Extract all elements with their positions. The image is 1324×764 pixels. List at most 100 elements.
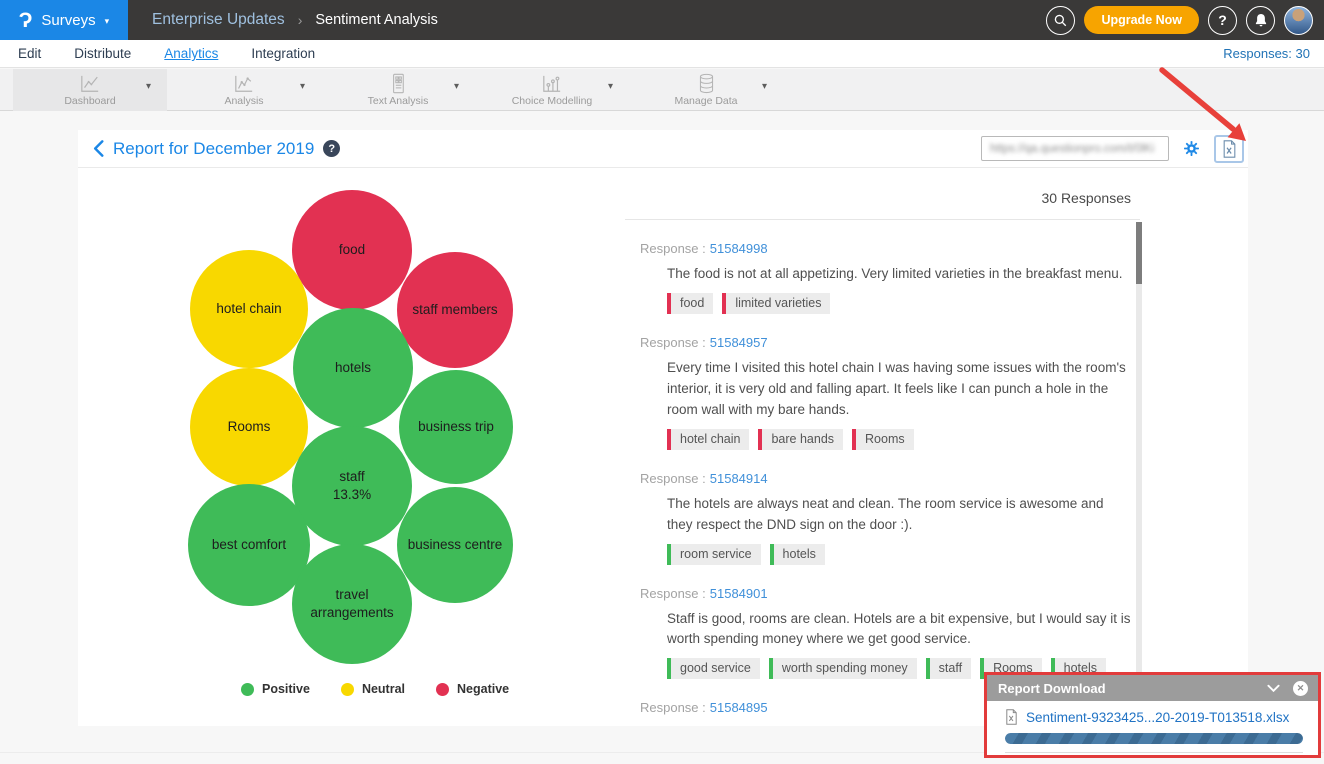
menu-item-integration[interactable]: Integration xyxy=(251,46,316,61)
response-item: Response :51584914 The hotels are always … xyxy=(625,471,1140,565)
response-label: Response :51584895 xyxy=(640,700,768,716)
downloaded-file-name: Sentiment-9323425...20-2019-T013518.xlsx xyxy=(1026,709,1290,725)
sentiment-tag-food: food xyxy=(667,292,714,314)
response-item: Response :51584957 Every time I visited t… xyxy=(625,335,1140,450)
bubble-label: business trip xyxy=(418,418,494,434)
response-id-link[interactable]: 51584914 xyxy=(709,470,768,486)
legend-item-positive[interactable]: Positive xyxy=(241,682,310,696)
bell-icon xyxy=(1255,13,1266,26)
database-icon xyxy=(697,73,716,94)
menu-item-analytics[interactable]: Analytics xyxy=(164,46,219,61)
responses-scrollbar-track[interactable] xyxy=(1136,222,1142,726)
response-id-link[interactable]: 51584901 xyxy=(709,585,768,601)
product-switcher[interactable]: Ɂ Surveys ▾ xyxy=(0,0,128,40)
sentiment-tag-hotel-chain: hotel chain xyxy=(667,428,750,450)
tab-analysis[interactable]: ▾ Analysis xyxy=(167,69,321,111)
breadcrumb-current-page: Sentiment Analysis xyxy=(315,12,438,28)
bubble-label: best comfort xyxy=(211,536,287,552)
response-id-link[interactable]: 51584998 xyxy=(709,241,768,256)
legend-item-neutral[interactable]: Neutral xyxy=(340,682,405,696)
bubble-food[interactable]: food xyxy=(292,190,412,310)
menu-item-distribute[interactable]: Distribute xyxy=(74,46,132,61)
user-avatar[interactable] xyxy=(1284,5,1313,35)
notifications-button[interactable] xyxy=(1246,5,1275,35)
collapse-panel-button[interactable] xyxy=(1267,684,1280,693)
download-progress-bar xyxy=(1005,733,1303,744)
bubble-label: hotels xyxy=(334,359,372,375)
responses-panel: 30 Responses Response :51584998 The food … xyxy=(625,190,1140,715)
menu-item-edit[interactable]: Edit xyxy=(18,46,42,61)
sentiment-tag-room-service: room service xyxy=(667,543,761,565)
chevron-down-icon: ▾ xyxy=(104,15,110,26)
menu-items: Edit Distribute Analytics Integration xyxy=(18,46,348,61)
response-text: Staff is good, rooms are clean. Hotels a… xyxy=(667,610,1131,647)
bubble-label: staff members xyxy=(412,301,498,317)
chevron-down-icon xyxy=(1267,684,1280,692)
page-title: Report for December 2019 xyxy=(113,138,315,158)
bubble-hotels[interactable]: hotels xyxy=(293,308,413,428)
legend-dot-icon xyxy=(340,682,354,696)
legend-item-negative[interactable]: Negative xyxy=(436,682,509,696)
response-tags: room service hotels xyxy=(667,543,1140,565)
bubble-hotel-chain[interactable]: hotel chain xyxy=(190,250,308,368)
response-id-link[interactable]: 51584895 xyxy=(709,700,768,716)
bubble-label: hotel chain xyxy=(216,300,282,316)
tab-label: Manage Data xyxy=(674,95,738,107)
tab-label: Text Analysis xyxy=(367,95,429,107)
tab-dropdown-caret-icon[interactable]: ▾ xyxy=(145,81,151,92)
tab-dropdown-caret-icon[interactable]: ▾ xyxy=(453,81,459,92)
tab-label: Choice Modelling xyxy=(511,95,593,107)
responses-list: Response :51584998 The food is not at all… xyxy=(625,241,1140,715)
back-button[interactable] xyxy=(92,140,105,157)
report-settings-button[interactable] xyxy=(1183,140,1200,157)
share-url-input[interactable]: https://qa.questionpro.com/t/0lKi xyxy=(981,136,1169,161)
choice-modelling-chart-icon xyxy=(541,73,563,94)
response-label: Response :51584998 xyxy=(640,241,768,256)
download-progress-fill xyxy=(1005,733,1303,744)
tab-text-analysis[interactable]: ▾ Text Analysis xyxy=(321,69,475,111)
bubble-best-comfort[interactable]: best comfort xyxy=(188,484,310,606)
divider xyxy=(625,219,1140,220)
bubble-staff[interactable]: staff 13.3% xyxy=(292,426,412,546)
breadcrumb-survey-name[interactable]: Enterprise Updates xyxy=(152,11,285,28)
upgrade-now-button[interactable]: Upgrade Now xyxy=(1084,6,1199,34)
help-button[interactable]: ? xyxy=(1208,5,1237,35)
search-button[interactable] xyxy=(1046,5,1076,35)
chart-legend: Positive Neutral Negative xyxy=(241,682,509,696)
sentiment-bubble-chart: food hotel chain staff members hotels Rooms b… xyxy=(78,168,700,726)
tab-choice-modelling[interactable]: ▾ Choice Modelling xyxy=(475,69,629,111)
breadcrumb: Enterprise Updates › Sentiment Analysis xyxy=(152,11,438,29)
responses-count-label: 30 Responses xyxy=(1041,190,1131,206)
responses-scrollbar-thumb[interactable] xyxy=(1136,222,1142,284)
response-text: The hotels are always neat and clean. Th… xyxy=(667,495,1104,532)
tab-dropdown-caret-icon[interactable]: ▾ xyxy=(607,81,613,92)
response-text: Every time I visited this hotel chain I … xyxy=(667,359,1126,417)
bubble-staff-members[interactable]: staff members xyxy=(397,252,513,368)
title-help-icon[interactable]: ? xyxy=(323,140,341,157)
tab-manage-data[interactable]: ▾ Manage Data xyxy=(629,69,783,111)
response-id-link[interactable]: 51584957 xyxy=(709,334,768,350)
bubble-business-centre[interactable]: business centre xyxy=(397,487,513,603)
response-item: Response :51584895 xyxy=(625,700,1140,715)
export-excel-button[interactable] xyxy=(1214,134,1244,163)
response-tags: food limited varieties xyxy=(667,292,1140,314)
tab-dropdown-caret-icon[interactable]: ▾ xyxy=(299,81,305,92)
tab-dashboard[interactable]: ▾ Dashboard xyxy=(13,69,167,111)
bubble-label: business centre xyxy=(407,536,503,552)
bubble-travel-arrangements[interactable]: travel arrangements xyxy=(292,544,412,664)
responses-counter[interactable]: Responses: 30 xyxy=(1223,46,1310,61)
sentiment-tag-bare-hands: bare hands xyxy=(758,428,844,450)
bubble-business-trip[interactable]: business trip xyxy=(399,370,513,484)
tab-dropdown-caret-icon[interactable]: ▾ xyxy=(761,81,767,92)
report-download-panel: Report Download ✕ Sentiment-9323425...20… xyxy=(984,672,1321,758)
top-bar: Ɂ Surveys ▾ Enterprise Updates › Sentime… xyxy=(0,0,1324,40)
downloaded-file-link[interactable]: Sentiment-9323425...20-2019-T013518.xlsx xyxy=(1005,709,1303,725)
bubble-rooms[interactable]: Rooms xyxy=(190,368,308,486)
share-url-value: https://qa.questionpro.com/t/0lKi xyxy=(990,142,1155,155)
product-name: Surveys xyxy=(41,11,96,29)
close-panel-button[interactable]: ✕ xyxy=(1293,680,1308,696)
bubble-percentage: 13.3% xyxy=(332,487,372,502)
response-label: Response :51584957 xyxy=(640,334,768,350)
divider xyxy=(0,752,1324,753)
